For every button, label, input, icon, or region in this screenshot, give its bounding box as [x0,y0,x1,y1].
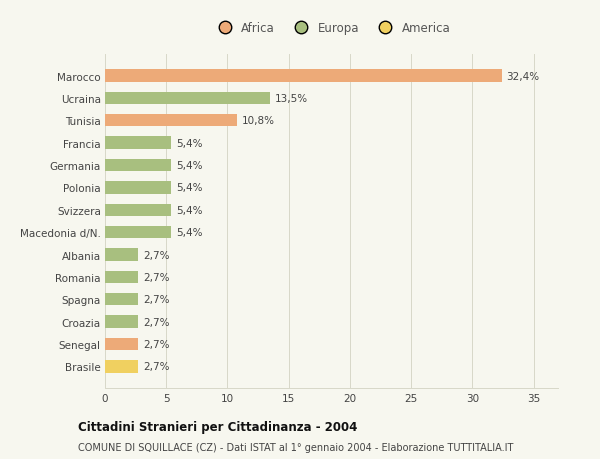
Text: COMUNE DI SQUILLACE (CZ) - Dati ISTAT al 1° gennaio 2004 - Elaborazione TUTTITAL: COMUNE DI SQUILLACE (CZ) - Dati ISTAT al… [78,442,514,452]
Bar [105,70,502,83]
Bar [105,160,171,172]
Text: 5,4%: 5,4% [176,138,203,148]
Text: 2,7%: 2,7% [143,362,169,372]
Text: Cittadini Stranieri per Cittadinanza - 2004: Cittadini Stranieri per Cittadinanza - 2… [78,420,358,433]
Text: 5,4%: 5,4% [176,205,203,215]
Bar [105,115,237,127]
Text: 2,7%: 2,7% [143,272,169,282]
Bar [105,316,138,328]
Text: 5,4%: 5,4% [176,183,203,193]
Text: 5,4%: 5,4% [176,228,203,238]
Bar [105,226,171,239]
Bar [105,338,138,350]
Text: 32,4%: 32,4% [506,71,540,81]
Bar [105,293,138,306]
Text: 2,7%: 2,7% [143,339,169,349]
Bar [105,93,270,105]
Legend: Africa, Europa, America: Africa, Europa, America [208,18,455,40]
Bar [105,204,171,217]
Bar [105,360,138,373]
Bar [105,249,138,261]
Text: 10,8%: 10,8% [242,116,275,126]
Text: 2,7%: 2,7% [143,317,169,327]
Bar [105,137,171,150]
Text: 13,5%: 13,5% [275,94,308,104]
Text: 2,7%: 2,7% [143,250,169,260]
Text: 2,7%: 2,7% [143,295,169,305]
Bar [105,182,171,194]
Text: 5,4%: 5,4% [176,161,203,171]
Bar [105,271,138,283]
